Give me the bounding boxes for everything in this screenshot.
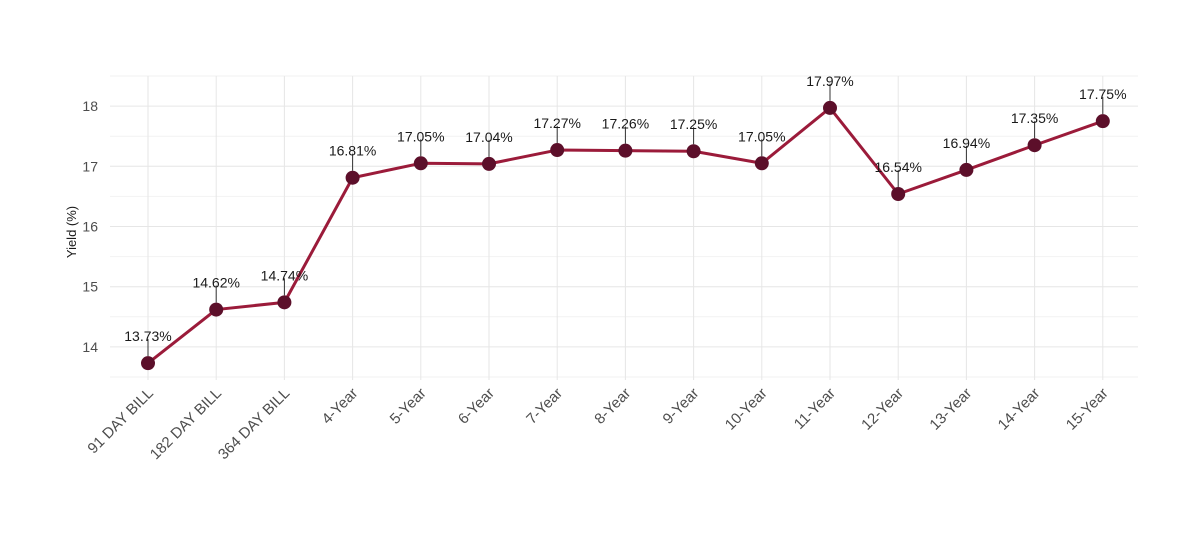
x-tick-label: 364 DAY BILL xyxy=(215,385,293,463)
x-tick-label: 4-Year xyxy=(319,385,362,428)
data-label: 14.62% xyxy=(192,275,239,291)
y-axis-ticks: 14 15 16 17 18 xyxy=(82,98,98,355)
x-tick-label: 6-Year xyxy=(455,385,498,428)
data-label-leaders xyxy=(147,83,1104,357)
data-point xyxy=(754,156,769,171)
data-label: 17.04% xyxy=(465,129,512,145)
x-tick-label: 15-Year xyxy=(1063,385,1112,434)
data-point xyxy=(277,295,292,310)
data-point xyxy=(891,186,906,201)
x-tick-label: 13-Year xyxy=(926,385,975,434)
data-point xyxy=(209,302,224,317)
y-tick-label: 18 xyxy=(82,98,98,114)
data-label: 14.74% xyxy=(261,267,308,283)
data-label: 16.54% xyxy=(874,159,921,175)
data-label: 16.94% xyxy=(943,135,990,151)
x-tick-label: 91 DAY BILL xyxy=(84,385,156,457)
y-tick-label: 16 xyxy=(82,218,98,234)
data-label: 17.35% xyxy=(1011,110,1058,126)
grid xyxy=(110,75,1138,380)
data-label: 17.05% xyxy=(738,128,785,144)
data-label: 17.26% xyxy=(602,116,649,132)
data-point xyxy=(413,156,428,171)
data-point xyxy=(686,144,701,159)
x-tick-label: 8-Year xyxy=(591,385,634,428)
data-point xyxy=(345,170,360,185)
y-tick-label: 14 xyxy=(82,339,98,355)
data-point xyxy=(1095,114,1110,129)
data-labels: 13.73% 14.62% 14.74% 16.81% 17.05% 17.04% 17.2… xyxy=(124,73,1126,344)
data-point xyxy=(1027,138,1042,153)
y-tick-label: 15 xyxy=(82,279,98,295)
x-tick-label: 182 DAY BILL xyxy=(147,385,225,463)
data-point xyxy=(959,162,974,177)
y-axis-title: Yield (%) xyxy=(64,206,79,258)
x-tick-label: 14-Year xyxy=(995,385,1044,434)
data-label: 17.05% xyxy=(397,128,444,144)
data-point xyxy=(618,143,633,158)
x-tick-label: 12-Year xyxy=(858,385,907,434)
x-tick-label: 10-Year xyxy=(722,385,771,434)
data-point xyxy=(141,356,155,371)
data-point xyxy=(823,100,837,115)
data-label: 13.73% xyxy=(124,328,171,344)
data-label: 17.97% xyxy=(806,73,853,89)
data-label: 16.81% xyxy=(329,143,376,159)
x-tick-label: 5-Year xyxy=(387,385,430,428)
x-tick-label: 11-Year xyxy=(791,385,839,433)
x-tick-label: 9-Year xyxy=(660,385,703,428)
x-tick-label: 7-Year xyxy=(523,385,566,428)
y-tick-label: 17 xyxy=(82,158,98,174)
data-label: 17.27% xyxy=(533,115,580,131)
data-point xyxy=(482,156,496,171)
data-point xyxy=(550,143,565,158)
data-points xyxy=(141,100,1110,371)
data-label: 17.25% xyxy=(670,116,717,132)
data-label: 17.75% xyxy=(1079,86,1126,102)
